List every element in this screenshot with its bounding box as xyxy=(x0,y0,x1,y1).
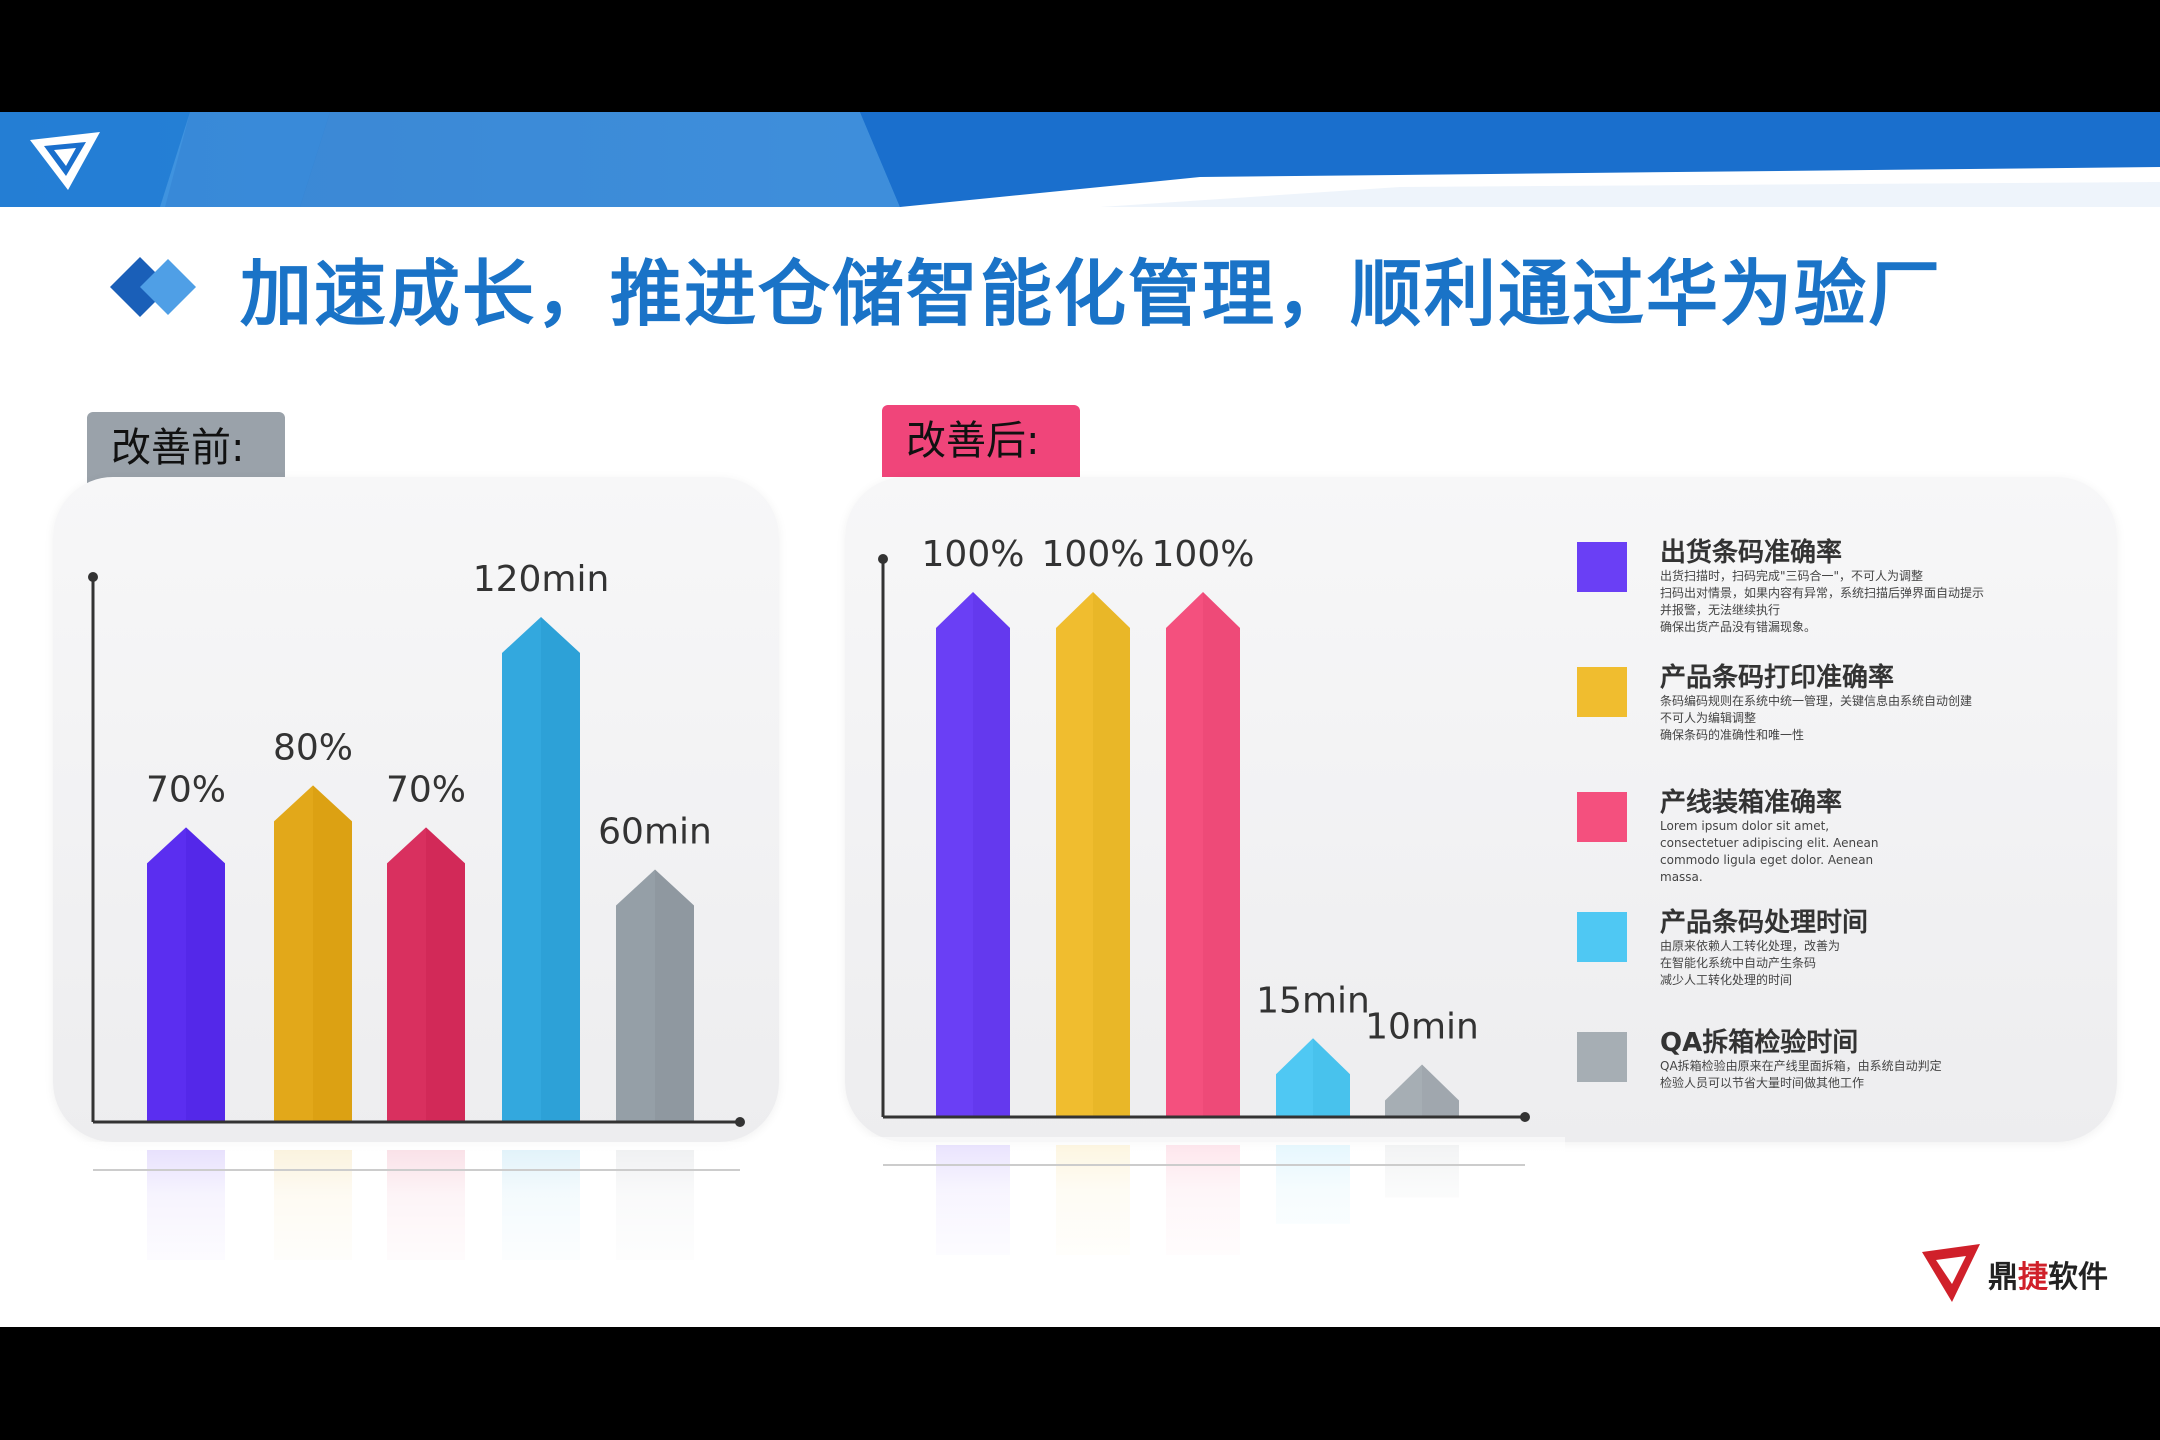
legend-description: QA拆箱检验由原来在产线里面拆箱，由系统自动判定 检验人员可以节省大量时间做其他… xyxy=(1660,1059,1942,1090)
footer-logo: 鼎捷软件 xyxy=(1922,1244,2108,1304)
legend-swatch xyxy=(1577,667,1627,717)
bar-reflection-after-4 xyxy=(1385,1145,1459,1198)
legend-description: Lorem ipsum dolor sit amet, consectetuer… xyxy=(1660,819,1879,884)
legend-swatch xyxy=(1577,792,1627,842)
bar-reflection-before-3 xyxy=(502,1150,580,1260)
diamond-bullet-icon xyxy=(110,257,196,317)
bar-reflection-before-4 xyxy=(616,1150,694,1260)
legend-title: 产线装箱准确率 xyxy=(1660,788,1843,818)
before-tag: 改善前: xyxy=(87,412,285,484)
bar-reflection-before-2 xyxy=(387,1150,465,1260)
legend-title: 产品条码处理时间 xyxy=(1660,908,1869,938)
legend-title: 产品条码打印准确率 xyxy=(1660,663,1895,693)
slide: 加速成长，推进仓储智能化管理，顺利通过华为验厂 改善前: 改善后: 70% 80%… xyxy=(0,112,2160,1327)
header-banner xyxy=(0,112,2160,207)
brand-text: 鼎捷软件 xyxy=(1988,1260,2108,1295)
legend-title: QA拆箱检验时间 xyxy=(1660,1028,1859,1058)
bar-reflection-after-2 xyxy=(1166,1145,1240,1255)
before-chart-panel xyxy=(53,477,779,1142)
legend-title: 出货条码准确率 xyxy=(1660,538,1843,568)
reflection-fade xyxy=(843,1137,1565,1287)
title-row: 加速成长，推进仓储智能化管理，顺利通过华为验厂 xyxy=(110,237,1942,337)
legend-description: 条码编码规则在系统中统一管理，关键信息由系统自动创建 不可人为编辑调整 确保条码… xyxy=(1660,694,1973,742)
legend-description: 由原来依赖人工转化处理，改善为 在智能化系统中自动产生条码 减少人工转化处理的时… xyxy=(1660,939,1841,987)
brand-logo-icon xyxy=(30,132,100,190)
page-title: 加速成长，推进仓储智能化管理，顺利通过华为验厂 xyxy=(240,251,1943,336)
legend-description: 出货扫描时，扫码完成"三码合一"，不可人为调整 扫码出对情景，如果内容有异常，系… xyxy=(1660,569,1985,634)
brand-mark-icon xyxy=(1922,1244,1980,1302)
legend-swatch xyxy=(1577,912,1627,962)
bar-reflection-before-1 xyxy=(274,1150,352,1260)
reflection-fade xyxy=(53,1142,780,1292)
legend-swatch xyxy=(1577,542,1627,592)
legend-swatch xyxy=(1577,1032,1627,1082)
after-tag: 改善后: xyxy=(882,405,1080,477)
bar-reflection-after-0 xyxy=(936,1145,1010,1255)
bar-reflection-after-3 xyxy=(1276,1145,1350,1224)
bar-reflection-before-0 xyxy=(147,1150,225,1260)
bar-reflection-after-1 xyxy=(1056,1145,1130,1255)
